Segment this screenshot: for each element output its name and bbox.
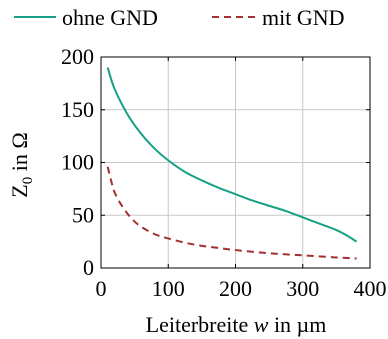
y-tick-label: 50: [72, 202, 94, 227]
series-line-ohne-gnd: [106, 67, 358, 243]
ticks: [100, 56, 371, 269]
x-tick-label: 0: [96, 276, 107, 301]
x-axis-label-pre: Leiterbreite: [146, 312, 254, 337]
x-tick-label: 400: [354, 276, 387, 301]
y-tick-label: 0: [83, 255, 94, 280]
series-layer: [106, 67, 358, 260]
y-axis-label-sub: 0: [20, 177, 36, 185]
y-axis-label-base: Z: [7, 184, 32, 197]
y-tick-label: 100: [61, 150, 94, 175]
y-tick-label: 150: [61, 97, 94, 122]
legend-label-ohne-gnd: ohne GND: [62, 5, 158, 30]
x-tick-label: 100: [152, 276, 185, 301]
legend-label-mit-gnd: mit GND: [262, 5, 345, 30]
x-tick-label: 300: [286, 276, 319, 301]
legend: ohne GND mit GND: [14, 5, 345, 30]
x-tick-label: 200: [219, 276, 252, 301]
x-axis-label-post: in µm: [268, 312, 326, 337]
x-axis-label: Leiterbreite w in µm: [146, 312, 327, 337]
tick-labels: 0 100 200 300 400 0 50 100 150 200: [61, 44, 387, 301]
y-tick-label: 200: [61, 44, 94, 69]
y-axis-label-post: in Ω: [7, 132, 32, 176]
y-axis-label: Z0 in Ω: [7, 132, 36, 197]
x-axis-label-var: w: [254, 312, 269, 337]
grid: [101, 57, 370, 268]
series-line-mit-gnd: [106, 166, 357, 260]
